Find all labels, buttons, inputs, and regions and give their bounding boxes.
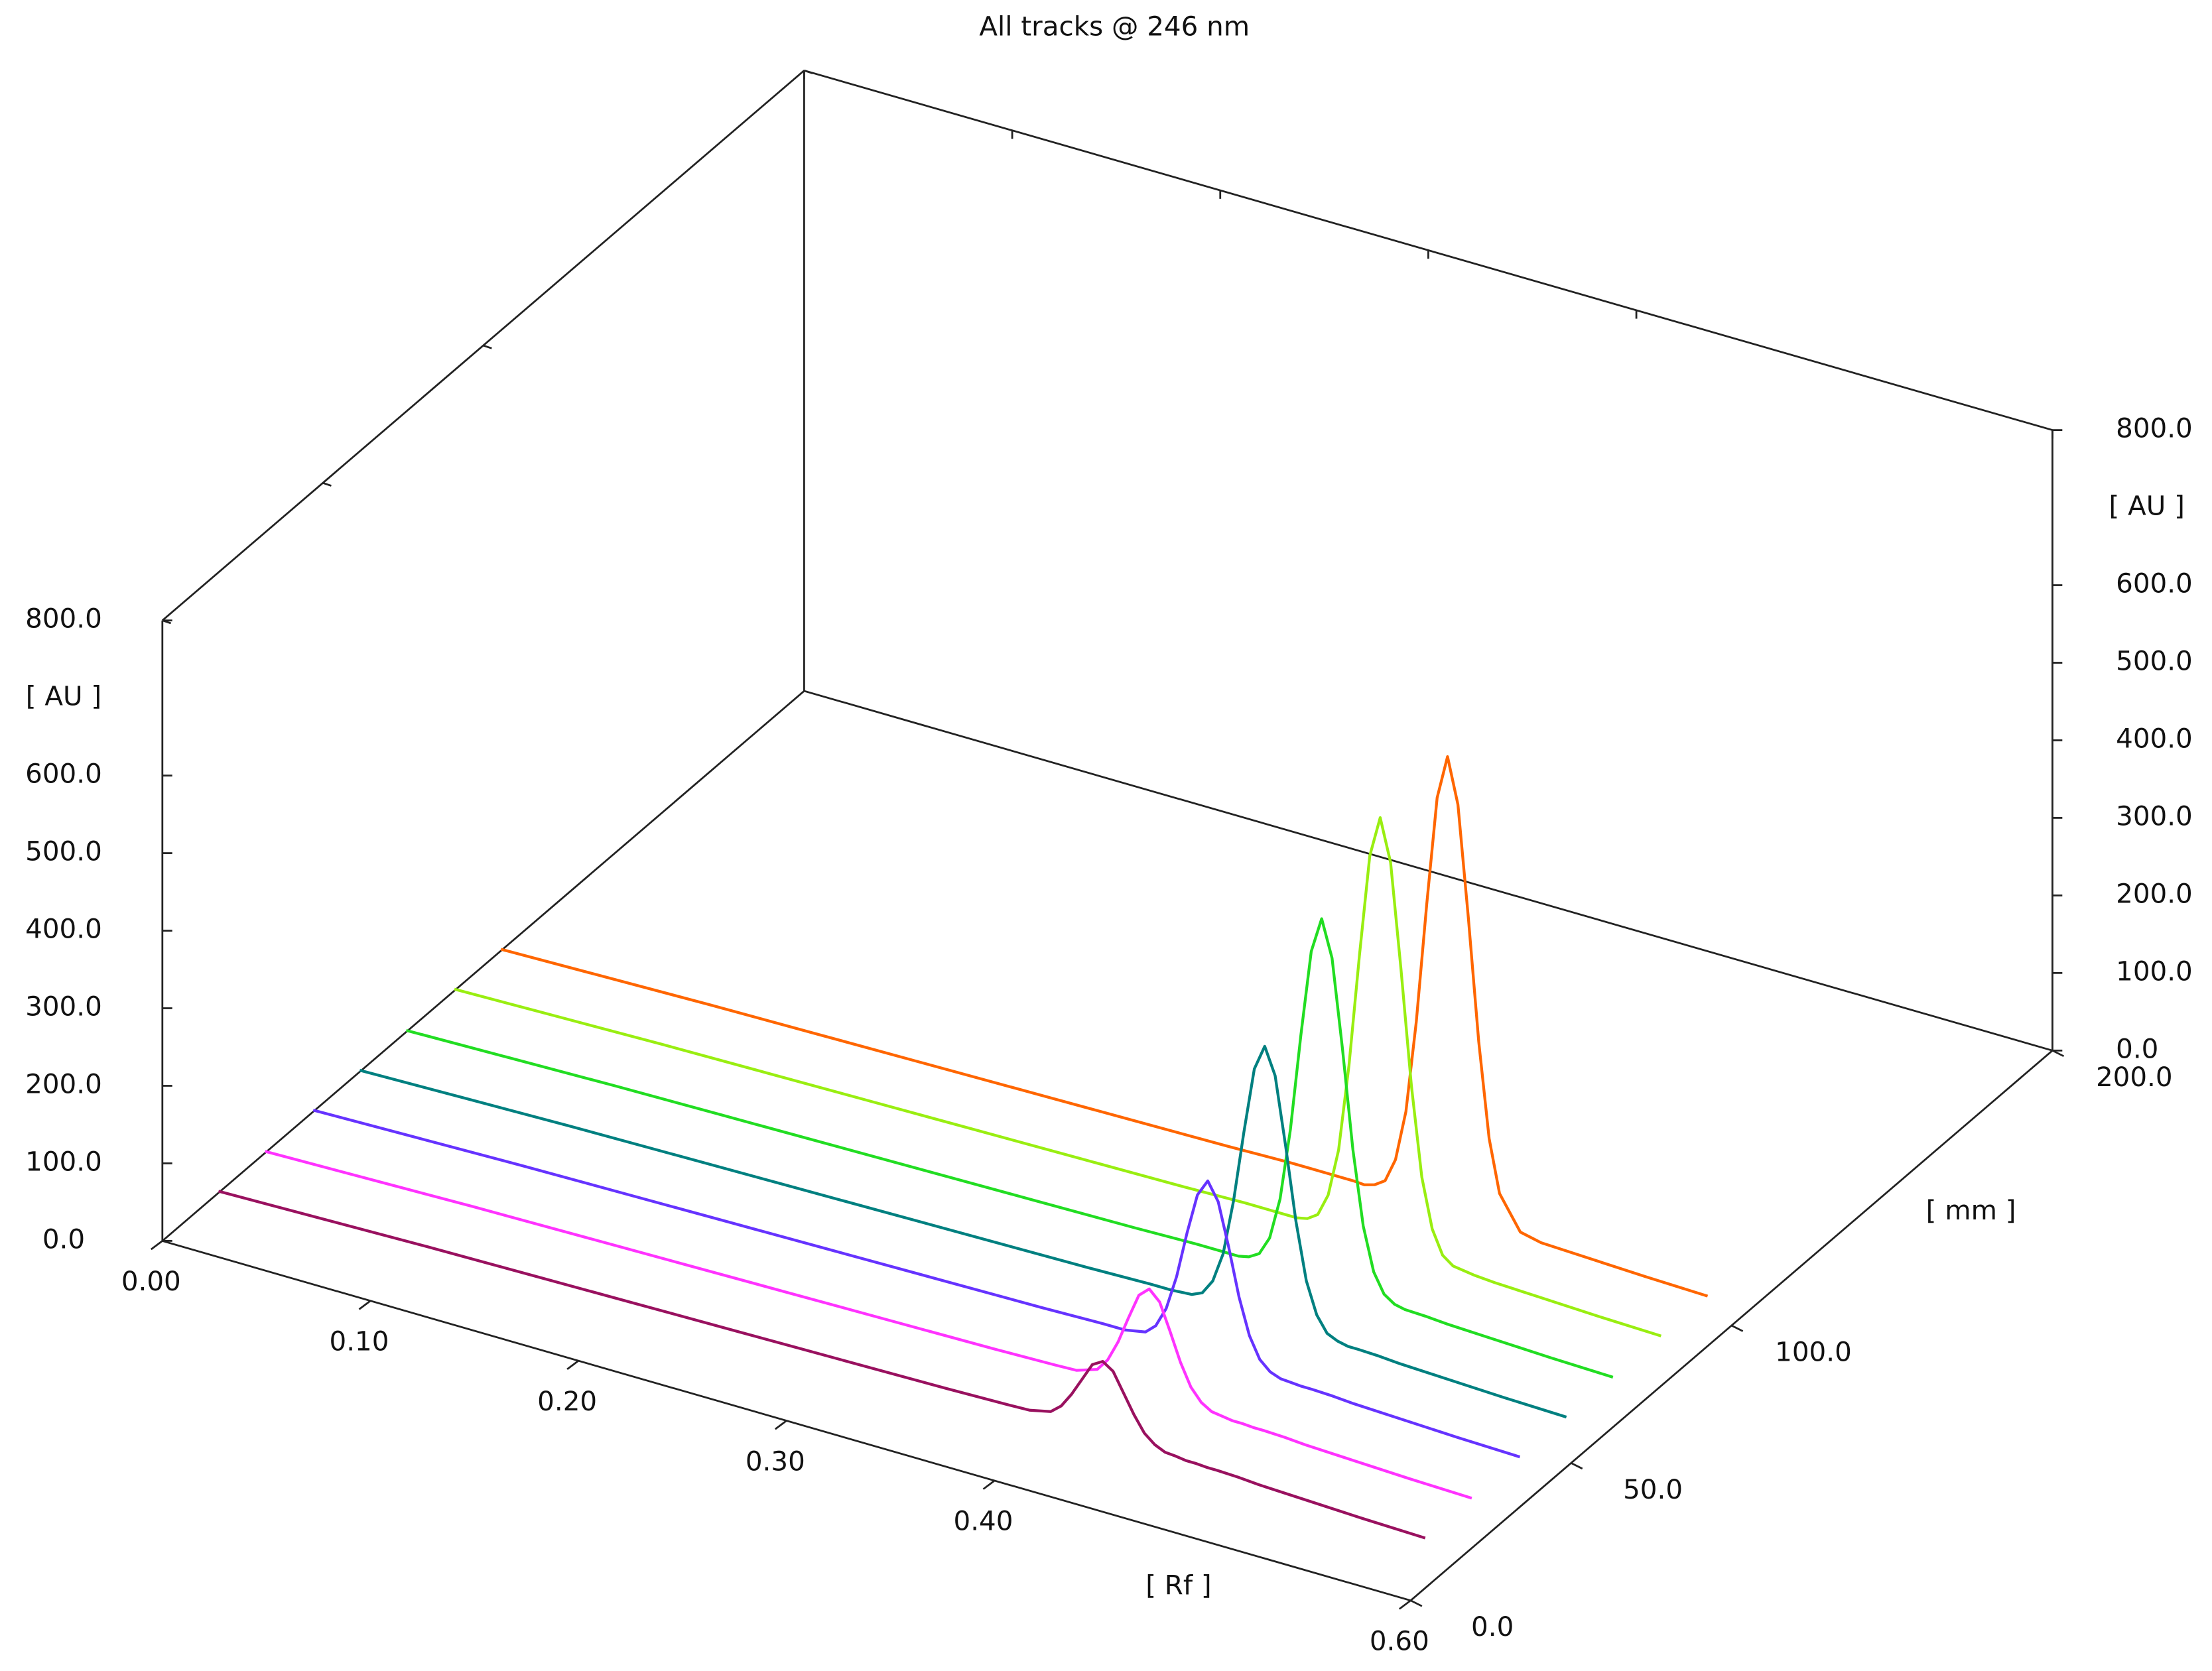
x-tick-label: 0.10 (330, 1326, 389, 1357)
y-tick-label: 100.0 (2116, 955, 2193, 987)
axis-line (161, 690, 805, 1242)
x-tick (982, 1479, 996, 1490)
z-tick (1410, 1599, 1423, 1607)
y-tick-label: 300.0 (2116, 800, 2193, 832)
y-tick-label: 400.0 (25, 913, 102, 945)
y-axis-label: [ AU ] (2109, 490, 2185, 522)
x-axis-label: [ Rf ] (1145, 1569, 1211, 1601)
z-tick-label: 50.0 (1623, 1473, 1683, 1505)
trace (454, 816, 1662, 1337)
z-tick (1731, 1324, 1744, 1332)
x-tick (358, 1300, 371, 1310)
y-tick-label: 500.0 (25, 836, 102, 867)
trace (218, 1190, 1426, 1540)
x-tick-label: 0.60 (1370, 1625, 1429, 1656)
x-tick (1398, 1599, 1411, 1610)
y-tick-label: 500.0 (2116, 645, 2193, 676)
z-tick (2051, 1050, 2065, 1058)
trace (265, 1150, 1472, 1500)
trace (500, 755, 1709, 1298)
x-tick (774, 1420, 787, 1430)
x-tick-label: 0.40 (954, 1505, 1013, 1537)
z-tick (803, 70, 813, 74)
z-tick-label: 200.0 (2096, 1061, 2173, 1093)
x-tick (150, 1240, 163, 1251)
z-axis-label: [ mm ] (1926, 1194, 2016, 1226)
y-tick-label: 100.0 (25, 1145, 102, 1177)
axis-line (161, 70, 805, 621)
x-tick-label: 0.30 (746, 1445, 805, 1477)
y-tick-label: 0.0 (42, 1223, 85, 1255)
y-tick-label: 600.0 (2116, 568, 2193, 599)
trace (405, 917, 1614, 1379)
trace (312, 1109, 1521, 1459)
z-tick (1571, 1462, 1583, 1470)
z-tick-label: 0.0 (1471, 1611, 1514, 1642)
y-tick-label: 800.0 (2116, 412, 2193, 444)
z-tick (483, 344, 492, 349)
axis-line (804, 690, 2053, 1052)
y-tick-label: 300.0 (25, 991, 102, 1022)
x-tick-label: 0.00 (121, 1265, 181, 1297)
x-tick (566, 1360, 579, 1371)
y-axis-label: [ AU ] (26, 680, 101, 712)
x-tick-label: 0.20 (537, 1385, 597, 1417)
y-tick-label: 0.0 (2116, 1032, 2158, 1064)
z-tick-label: 100.0 (1775, 1336, 1852, 1368)
z-tick (322, 482, 332, 487)
y-tick-label: 200.0 (25, 1068, 102, 1099)
y-tick-label: 200.0 (2116, 877, 2193, 909)
z-tick (162, 619, 172, 625)
chart-title: All tracks @ 246 nm (979, 11, 1250, 42)
y-tick-label: 400.0 (2116, 722, 2193, 754)
y-tick-label: 800.0 (25, 603, 102, 635)
y-tick-label: 600.0 (25, 758, 102, 790)
trace (359, 1044, 1567, 1419)
